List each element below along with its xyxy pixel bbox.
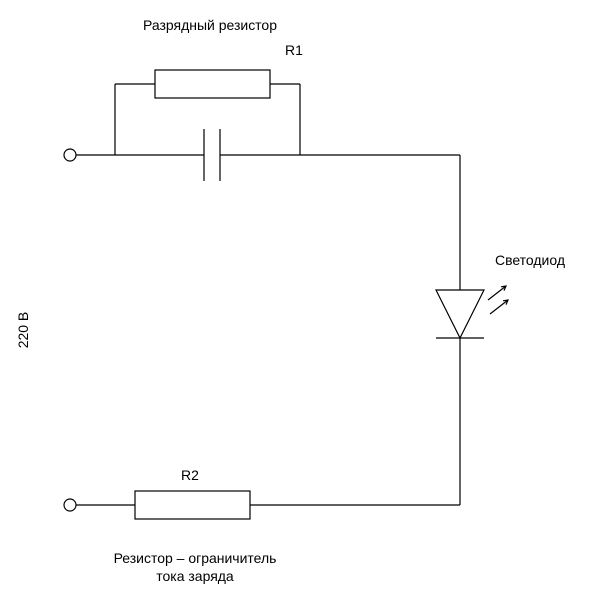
label-limiter-line2: тока заряда <box>156 568 234 584</box>
label-r1: R1 <box>285 42 303 58</box>
circuit-diagram: 220 В Разрядный резистор R1 R2 Светодиод Рези… <box>0 0 590 611</box>
label-voltage: 220 В <box>15 312 31 349</box>
cap-gap <box>204 153 220 157</box>
led-triangle <box>436 290 484 338</box>
resistor-r1 <box>155 70 270 98</box>
led-emit-arrow-1 <box>488 286 506 300</box>
label-limiter-line1: Резистор – ограничитель <box>114 550 277 566</box>
input-terminal-bottom <box>64 499 76 511</box>
label-r2: R2 <box>181 467 199 483</box>
resistor-r2 <box>135 491 250 519</box>
input-terminal-top <box>64 149 76 161</box>
label-led: Светодиод <box>495 252 565 268</box>
led-emit-arrow-2 <box>490 300 508 314</box>
label-discharge-resistor: Разрядный резистор <box>143 17 277 33</box>
